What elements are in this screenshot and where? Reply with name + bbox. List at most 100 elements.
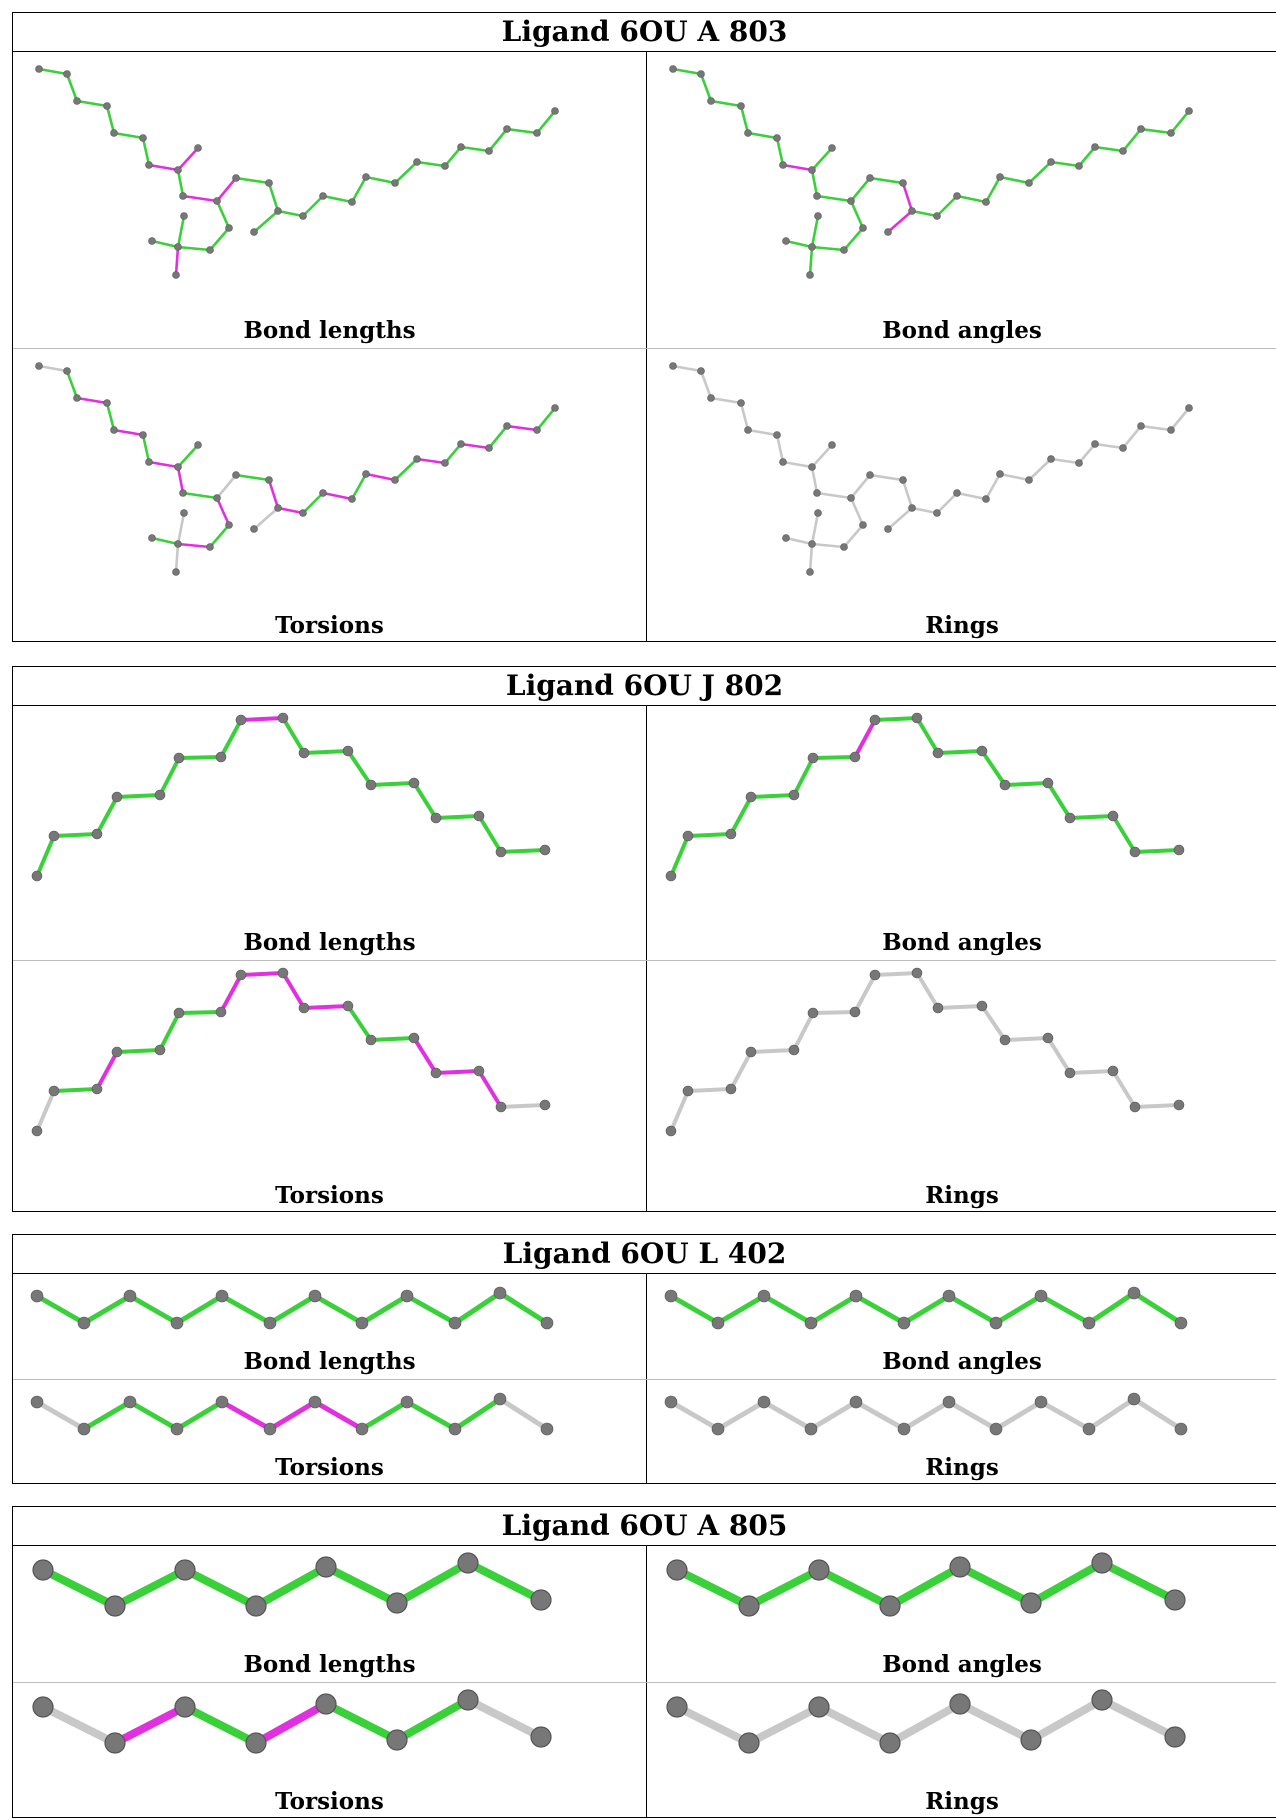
bond (312, 1293, 365, 1326)
bond (1131, 1396, 1184, 1432)
bond (147, 460, 180, 469)
bond (810, 214, 820, 249)
bond (322, 1563, 401, 1607)
molecule-diagram (666, 1552, 1186, 1617)
bond (815, 1566, 894, 1610)
bond (359, 1399, 410, 1432)
atom (828, 144, 836, 152)
atom (139, 431, 147, 439)
bond (946, 1399, 999, 1432)
molecule-diagram (664, 1392, 1188, 1436)
bond (746, 131, 779, 140)
bond (792, 756, 815, 797)
atom (73, 97, 81, 105)
bond (1139, 424, 1173, 432)
bond (181, 491, 219, 500)
bond (1068, 814, 1115, 820)
bond (364, 175, 397, 185)
atom (263, 1422, 277, 1436)
molecule-diagram (664, 1286, 1188, 1330)
atom (30, 1395, 44, 1409)
atom (744, 129, 752, 137)
atom (1091, 143, 1099, 151)
bond (715, 1399, 767, 1432)
atom (1075, 459, 1083, 467)
divider (646, 1273, 647, 1483)
atom (245, 1595, 267, 1617)
bond (346, 1004, 373, 1042)
atom (1185, 404, 1193, 412)
atom (400, 1289, 414, 1303)
atom (1127, 1286, 1141, 1300)
atom (123, 1395, 137, 1409)
atom (1119, 444, 1127, 452)
atom (1064, 812, 1076, 824)
atom (773, 134, 781, 142)
bond (127, 1399, 180, 1432)
panel-rings: Rings (647, 1380, 1276, 1485)
bond (252, 1700, 330, 1747)
bond (749, 793, 796, 799)
atom (1091, 1689, 1113, 1711)
atom (682, 1085, 694, 1097)
atom (806, 271, 814, 279)
bond (215, 473, 238, 500)
atom (342, 745, 354, 757)
atom (949, 1556, 971, 1578)
panel-rings: Rings (647, 349, 1276, 643)
bond (499, 1103, 547, 1109)
bond (52, 832, 99, 838)
atom (847, 197, 855, 205)
bond (998, 175, 1031, 185)
atom (1164, 1589, 1186, 1611)
bond (487, 127, 509, 153)
atom (840, 543, 848, 551)
bond (1027, 457, 1053, 482)
bond (842, 226, 865, 252)
atom (73, 394, 81, 402)
atom (953, 489, 961, 497)
atom (232, 471, 240, 479)
molecule-diagram (31, 967, 551, 1137)
atom (174, 463, 182, 471)
atom (745, 1046, 757, 1058)
atom (1174, 1422, 1188, 1436)
bond (364, 472, 397, 482)
atom (1091, 1552, 1113, 1574)
atom (174, 1696, 196, 1718)
ligand-block-6ou-j-802: Ligand 6OU J 802 Bond lengths Bond angle… (12, 666, 1276, 1212)
ligand-title: Ligand 6OU A 805 (13, 1507, 1276, 1546)
bond (886, 1563, 964, 1610)
atom (104, 1595, 126, 1617)
bond (901, 181, 914, 213)
bond (535, 109, 557, 135)
bond (1027, 1559, 1106, 1607)
panel-label: Torsions (275, 612, 384, 639)
atom (953, 192, 961, 200)
bond (208, 523, 231, 549)
bond (267, 478, 280, 510)
bond (853, 1399, 907, 1432)
atom (1042, 1032, 1054, 1044)
atom (32, 1559, 54, 1581)
atom (391, 179, 399, 187)
atom (806, 568, 814, 576)
atom (180, 212, 188, 220)
atom (145, 458, 153, 466)
bond (901, 1399, 952, 1432)
atom (63, 70, 71, 78)
atom (308, 1289, 322, 1303)
bond (252, 1563, 330, 1610)
bond (208, 226, 231, 252)
bond (81, 1399, 133, 1432)
bond (993, 1399, 1044, 1432)
bond (393, 160, 419, 185)
atom (1164, 1726, 1186, 1748)
atom (1082, 1422, 1096, 1436)
atom (908, 207, 916, 215)
atom (1173, 844, 1185, 856)
divider (13, 348, 1276, 349)
atom (814, 509, 822, 517)
bond (477, 1069, 503, 1109)
atom (413, 455, 421, 463)
